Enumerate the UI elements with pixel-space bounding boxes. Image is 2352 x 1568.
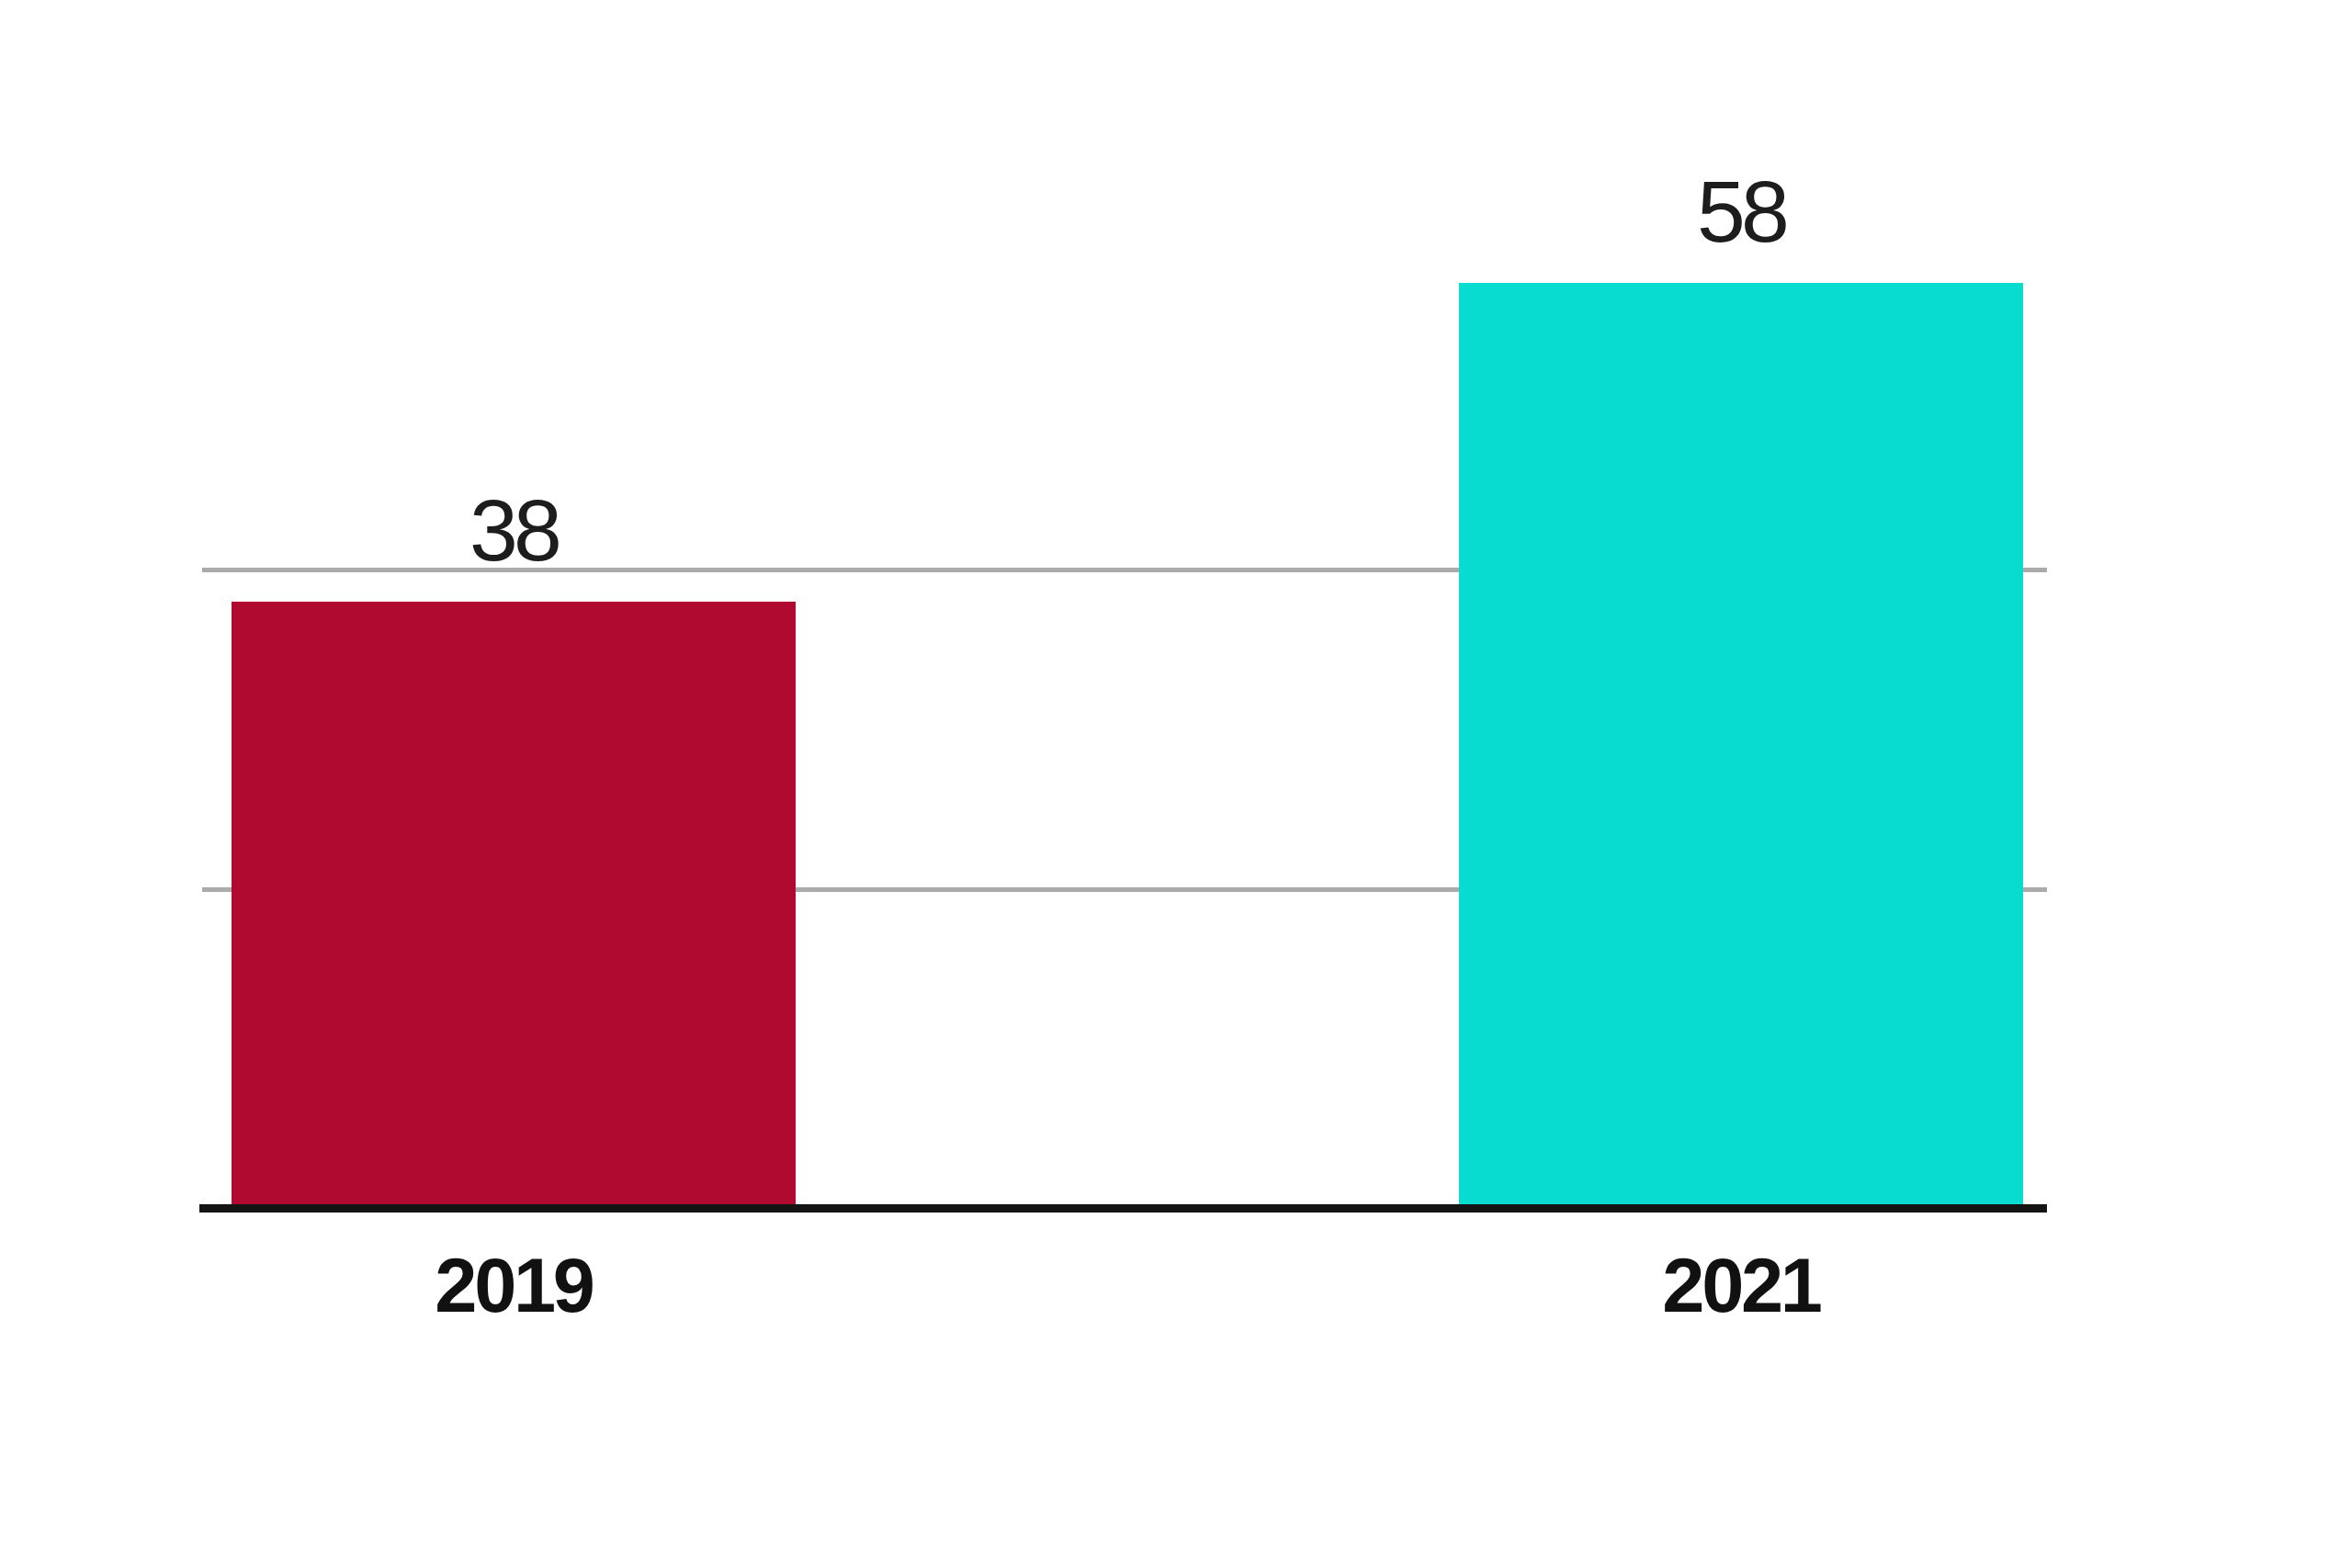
bar-2021 [1459,283,2023,1204]
bar-2019 [232,602,796,1204]
x-axis-line [199,1204,2047,1213]
category-label-2019: 2019 [232,1247,796,1324]
category-label-2021: 2021 [1459,1247,2023,1324]
value-label-2021: 58 [1459,168,2023,255]
value-label-2019: 38 [232,487,796,574]
bar-chart: 38 58 2019 2021 [0,0,2352,1568]
